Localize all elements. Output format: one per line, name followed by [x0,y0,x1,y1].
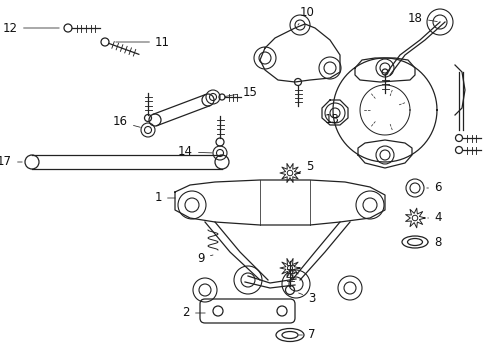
Text: 9: 9 [197,252,213,265]
Text: 5: 5 [295,161,313,174]
Text: 11: 11 [116,36,170,49]
Text: 10: 10 [297,5,314,25]
Text: 13: 13 [325,113,339,126]
Text: 4: 4 [427,211,441,225]
Text: 12: 12 [3,22,59,35]
Text: 3: 3 [298,292,315,305]
Text: 1: 1 [154,192,175,204]
Text: 2: 2 [182,306,205,320]
Text: 18: 18 [407,12,436,24]
Text: 16: 16 [113,116,140,129]
Text: 7: 7 [298,328,315,342]
Text: 14: 14 [178,145,212,158]
Text: 8: 8 [427,235,441,248]
Text: 15: 15 [224,85,257,99]
Text: 17: 17 [0,156,22,168]
Text: 6: 6 [426,181,441,194]
